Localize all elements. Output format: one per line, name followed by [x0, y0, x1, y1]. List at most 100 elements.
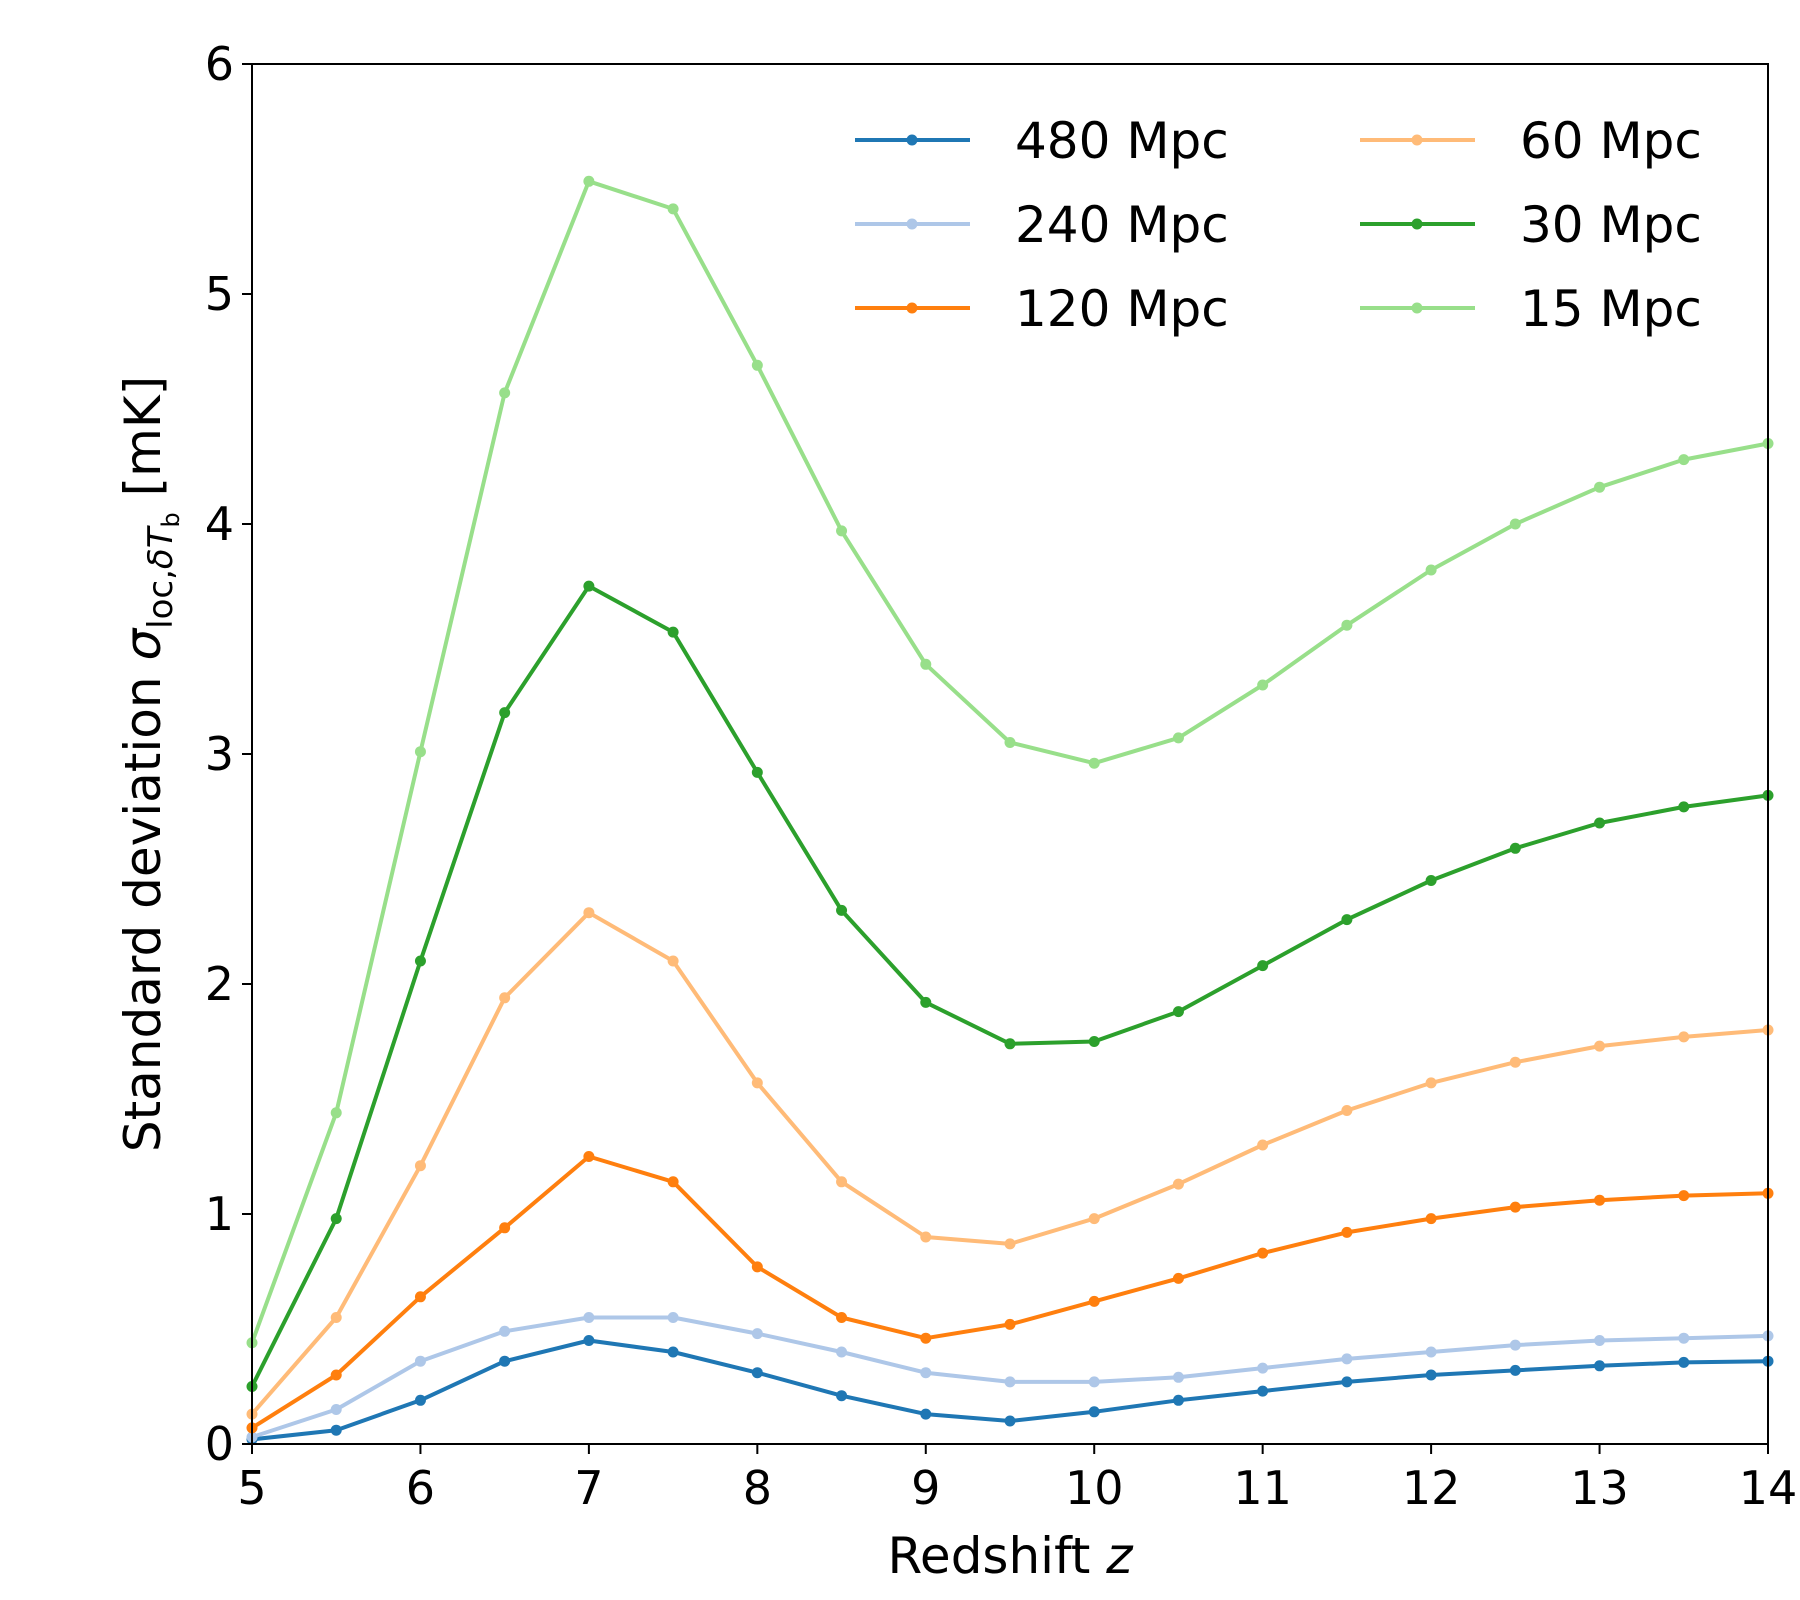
data-point-15-mpc: [583, 175, 595, 187]
data-point-480-mpc: [920, 1408, 932, 1420]
data-point-30-mpc: [751, 766, 763, 778]
data-point-480-mpc: [1425, 1369, 1437, 1381]
data-point-60-mpc: [1004, 1238, 1016, 1250]
x-tick-label: 7: [574, 1461, 603, 1515]
legend-label-480-mpc: 480 Mpc: [1015, 112, 1229, 170]
data-point-30-mpc: [1172, 1006, 1184, 1018]
data-point-480-mpc: [1678, 1356, 1690, 1368]
data-point-480-mpc: [499, 1355, 511, 1367]
data-point-240-mpc: [667, 1312, 679, 1323]
data-point-480-mpc: [1172, 1394, 1184, 1406]
data-point-120-mpc: [920, 1332, 932, 1344]
data-point-120-mpc: [499, 1222, 511, 1234]
data-point-60-mpc: [1341, 1105, 1353, 1116]
data-point-480-mpc: [1341, 1376, 1353, 1388]
data-point-30-mpc: [1004, 1038, 1016, 1050]
y-tick-label: 4: [205, 497, 234, 551]
legend-marker-15-mpc: [1411, 302, 1423, 314]
data-point-480-mpc: [330, 1424, 342, 1436]
legend-label-15-mpc: 15 Mpc: [1520, 280, 1702, 338]
data-point-15-mpc: [1257, 679, 1269, 691]
y-tick-label: 1: [205, 1187, 234, 1241]
data-point-480-mpc: [751, 1367, 763, 1379]
data-point-480-mpc: [1257, 1385, 1269, 1397]
data-point-240-mpc: [583, 1312, 595, 1323]
series-line-30-mpc: [250, 584, 1769, 1388]
data-point-60-mpc: [414, 1160, 426, 1172]
data-point-30-mpc: [414, 955, 426, 967]
data-point-240-mpc: [1257, 1362, 1269, 1374]
x-tick-label: 12: [1402, 1461, 1461, 1515]
y-axis: 0 1 2 3 4 5 6: [205, 37, 252, 1471]
y-tick-label: 0: [205, 1417, 234, 1471]
y-tick-label: 5: [205, 267, 234, 321]
data-point-120-mpc: [1004, 1318, 1016, 1330]
data-point-480-mpc: [1004, 1415, 1016, 1427]
data-point-60-mpc: [1678, 1031, 1690, 1043]
data-point-30-mpc: [1678, 801, 1690, 813]
x-tick-label: 13: [1570, 1461, 1629, 1515]
data-point-120-mpc: [330, 1369, 342, 1381]
data-point-15-mpc: [920, 658, 932, 670]
x-tick-label: 14: [1739, 1461, 1798, 1515]
data-point-60-mpc: [751, 1077, 763, 1089]
data-point-120-mpc: [414, 1291, 426, 1303]
legend-marker-30-mpc: [1411, 218, 1423, 230]
x-tick-label: 8: [743, 1461, 772, 1515]
y-tick-label: 2: [205, 957, 234, 1011]
data-point-30-mpc: [1257, 960, 1269, 972]
data-point-30-mpc: [330, 1213, 342, 1225]
data-point-15-mpc: [751, 359, 763, 371]
data-point-15-mpc: [330, 1107, 342, 1119]
legend-label-120-mpc: 120 Mpc: [1015, 280, 1229, 338]
data-point-120-mpc: [1425, 1213, 1437, 1225]
data-point-30-mpc: [836, 904, 848, 916]
data-point-480-mpc: [1088, 1406, 1100, 1418]
data-point-15-mpc: [1594, 481, 1606, 493]
data-point-15-mpc: [836, 525, 848, 537]
data-point-120-mpc: [1257, 1247, 1269, 1259]
data-point-15-mpc: [1425, 564, 1437, 576]
legend-marker-60-mpc: [1411, 134, 1423, 146]
data-point-30-mpc: [1341, 914, 1353, 926]
y-axis-title-text: Standard deviation: [114, 661, 172, 1153]
data-point-60-mpc: [330, 1312, 342, 1323]
y-tick-label: 6: [205, 37, 234, 91]
data-point-120-mpc: [836, 1312, 848, 1323]
data-point-240-mpc: [751, 1328, 763, 1340]
data-point-480-mpc: [667, 1346, 679, 1358]
x-tick-label: 6: [406, 1461, 435, 1515]
data-point-60-mpc: [667, 955, 679, 967]
data-point-30-mpc: [1509, 842, 1521, 854]
y-axis-title-subscript-delta: δ: [141, 548, 181, 569]
data-point-60-mpc: [920, 1231, 932, 1243]
data-point-240-mpc: [414, 1355, 426, 1367]
data-point-240-mpc: [1172, 1371, 1184, 1383]
y-tick-label: 3: [205, 727, 234, 781]
data-point-60-mpc: [1509, 1056, 1521, 1068]
data-point-30-mpc: [1088, 1036, 1100, 1047]
data-point-60-mpc: [1172, 1178, 1184, 1190]
data-point-240-mpc: [1425, 1346, 1437, 1358]
data-point-15-mpc: [667, 203, 679, 215]
x-axis-title: Redshift z: [887, 1527, 1134, 1585]
data-point-240-mpc: [1594, 1335, 1606, 1346]
data-point-30-mpc: [920, 996, 932, 1008]
series-line-15-mpc: [250, 179, 1769, 1344]
data-point-120-mpc: [1594, 1194, 1606, 1206]
legend-label-240-mpc: 240 Mpc: [1015, 196, 1229, 254]
data-point-120-mpc: [1678, 1190, 1690, 1202]
data-point-15-mpc: [1509, 518, 1521, 530]
data-point-60-mpc: [499, 992, 511, 1004]
data-point-30-mpc: [1594, 817, 1606, 829]
data-point-60-mpc: [1088, 1213, 1100, 1225]
data-point-480-mpc: [1509, 1364, 1521, 1376]
data-point-240-mpc: [330, 1404, 342, 1415]
series-layer: [246, 175, 1774, 1445]
data-point-60-mpc: [1257, 1139, 1269, 1151]
data-point-480-mpc: [1594, 1360, 1606, 1372]
data-point-60-mpc: [583, 907, 595, 919]
data-point-480-mpc: [836, 1390, 848, 1402]
x-axis-title-text: Redshift: [887, 1527, 1106, 1585]
data-point-15-mpc: [1172, 732, 1184, 744]
